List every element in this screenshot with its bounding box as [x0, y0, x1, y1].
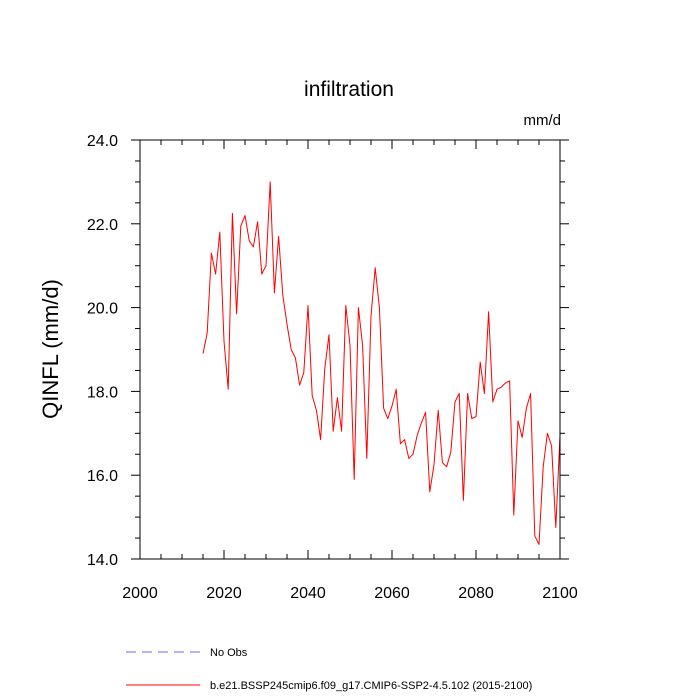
legend-label-no-obs: No Obs [210, 647, 248, 659]
ticks-layer: 2000 2020 2040 2060 2080 2100 14.0 16.0 18.0 20.0… [87, 133, 578, 602]
x-tick-label: 2000 [122, 585, 158, 602]
series-layer [202, 181, 561, 545]
y-axis-label: QINFL (mm/d) [38, 279, 63, 419]
units-label: mm/d [524, 112, 562, 129]
x-tick-label: 2020 [206, 585, 242, 602]
chart-title: infiltration [304, 78, 394, 101]
y-tick-label: 16.0 [87, 468, 118, 485]
legend-label-model-run: b.e21.BSSP245cmip6.f09_g17.CMIP6-SSP2-4.… [210, 680, 532, 692]
series-line [202, 181, 561, 545]
plot-frame [139, 139, 561, 560]
y-tick-label: 20.0 [87, 301, 118, 318]
legend: No Obs b.e21.BSSP245cmip6.f09_g17.CMIP6-… [126, 647, 532, 692]
x-tick-label: 2060 [374, 585, 410, 602]
y-tick-label: 22.0 [87, 217, 118, 234]
x-tick-label: 2080 [458, 585, 494, 602]
y-tick-label: 14.0 [87, 552, 118, 569]
y-tick-label: 24.0 [87, 133, 118, 150]
x-tick-label: 2040 [290, 585, 326, 602]
x-tick-label: 2100 [542, 585, 578, 602]
y-tick-label: 18.0 [87, 384, 118, 401]
